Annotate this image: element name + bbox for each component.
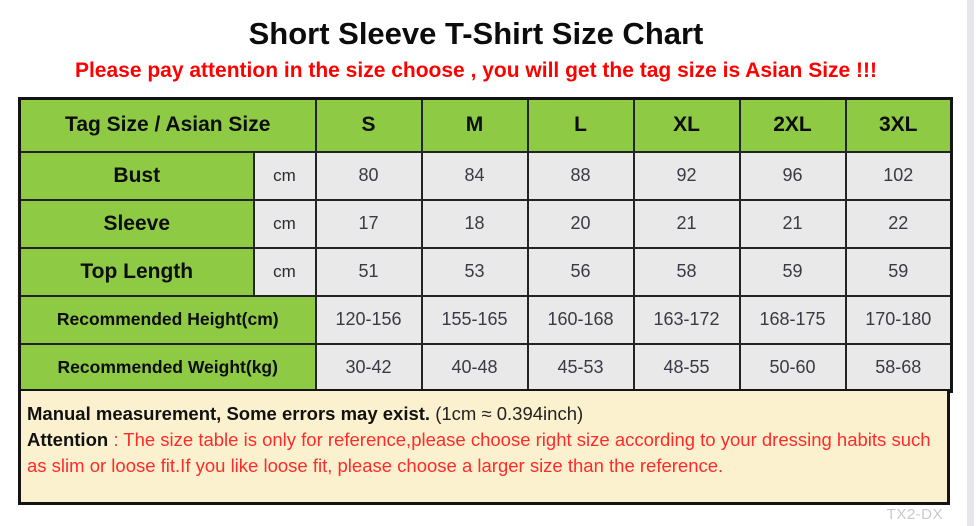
row-label-top-length: Top Length (18, 246, 255, 297)
unit-cell: cm (252, 198, 317, 249)
size-header-m: M (420, 97, 529, 153)
size-header-3xl: 3XL (844, 97, 953, 153)
top-length-value: 53 (420, 246, 529, 297)
measurement-note-conversion: (1cm ≈ 0.394inch) (430, 403, 584, 424)
rec-weight-value: 30-42 (314, 342, 423, 393)
top-length-value: 59 (844, 246, 953, 297)
bust-value: 102 (844, 150, 953, 201)
note-box: Manual measurement, Some errors may exis… (18, 389, 950, 505)
table-row-top-length: Top Length cm 51 53 56 58 59 59 (18, 246, 953, 297)
size-header-2xl: 2XL (738, 97, 847, 153)
measurement-note: Manual measurement, Some errors may exis… (27, 401, 941, 427)
asian-size-warning: Please pay attention in the size choose … (74, 59, 878, 82)
corner-header-cell: Tag Size / Asian Size (18, 97, 317, 153)
watermark: TX2-DX (886, 506, 943, 523)
sleeve-value: 21 (738, 198, 847, 249)
table-row-rec-weight: Recommended Weight(kg) 30-42 40-48 45-53… (18, 342, 953, 393)
sleeve-value: 18 (420, 198, 529, 249)
size-header-xl: XL (632, 97, 741, 153)
rec-weight-value: 48-55 (632, 342, 741, 393)
sleeve-value: 22 (844, 198, 953, 249)
table-header-row: Tag Size / Asian Size S M L XL 2XL 3XL (18, 97, 953, 153)
row-label-rec-height: Recommended Height(cm) (18, 294, 317, 345)
attention-text: The size table is only for reference,ple… (27, 429, 931, 476)
bust-value: 96 (738, 150, 847, 201)
rec-weight-value: 40-48 (420, 342, 529, 393)
sleeve-value: 21 (632, 198, 741, 249)
attention-label: Attention (27, 429, 109, 450)
bust-value: 80 (314, 150, 423, 201)
row-label-bust: Bust (18, 150, 255, 201)
top-length-value: 59 (738, 246, 847, 297)
rec-height-value: 120-156 (314, 294, 423, 345)
rec-height-value: 163-172 (632, 294, 741, 345)
attention-separator: : (108, 429, 124, 450)
row-label-rec-weight: Recommended Weight(kg) (18, 342, 317, 393)
top-length-value: 58 (632, 246, 741, 297)
row-label-sleeve: Sleeve (18, 198, 255, 249)
rec-height-value: 170-180 (844, 294, 953, 345)
bust-value: 92 (632, 150, 741, 201)
sleeve-value: 20 (526, 198, 635, 249)
attention-note: Attention : The size table is only for r… (27, 427, 941, 479)
table-row-rec-height: Recommended Height(cm) 120-156 155-165 1… (18, 294, 953, 345)
rec-height-value: 155-165 (420, 294, 529, 345)
rec-weight-value: 58-68 (844, 342, 953, 393)
bust-value: 88 (526, 150, 635, 201)
measurement-note-bold: Manual measurement, Some errors may exis… (27, 403, 431, 424)
size-table: Tag Size / Asian Size S M L XL 2XL 3XL B… (18, 97, 953, 393)
right-edge-strip (967, 0, 974, 526)
rec-weight-value: 45-53 (526, 342, 635, 393)
top-length-value: 51 (314, 246, 423, 297)
size-header-l: L (526, 97, 635, 153)
size-header-s: S (314, 97, 423, 153)
unit-cell: cm (252, 150, 317, 201)
unit-cell: cm (252, 246, 317, 297)
page-title: Short Sleeve T-Shirt Size Chart (248, 16, 704, 51)
table-row-bust: Bust cm 80 84 88 92 96 102 (18, 150, 953, 201)
top-length-value: 56 (526, 246, 635, 297)
rec-height-value: 160-168 (526, 294, 635, 345)
sleeve-value: 17 (314, 198, 423, 249)
bust-value: 84 (420, 150, 529, 201)
table-row-sleeve: Sleeve cm 17 18 20 21 21 22 (18, 198, 953, 249)
rec-height-value: 168-175 (738, 294, 847, 345)
rec-weight-value: 50-60 (738, 342, 847, 393)
